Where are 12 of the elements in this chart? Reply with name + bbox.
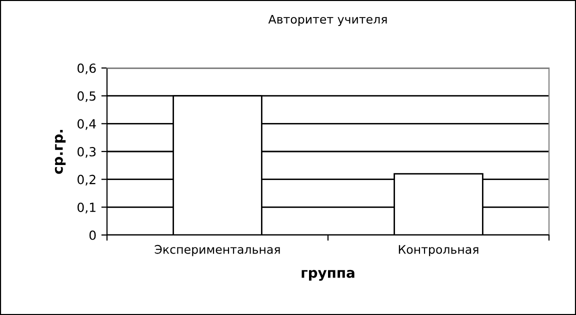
y-tick-label: 0,3 (78, 146, 96, 158)
y-tick-label: 0,1 (78, 202, 96, 214)
y-tick-label: 0,2 (78, 174, 96, 186)
x-tick-label: Контрольная (398, 245, 478, 256)
y-tick-label: 0,6 (78, 63, 96, 74)
y-tick-label: 0 (89, 230, 96, 240)
x-tick-label: Экспериментальная (154, 244, 280, 256)
y-axis-title: ср.гр. (54, 130, 66, 174)
y-tick-label: 0,4 (78, 119, 96, 130)
chart-title: Авторитет учителя (268, 14, 387, 26)
x-axis-title: группа (302, 270, 354, 281)
y-tick-label: 0,5 (78, 91, 96, 102)
